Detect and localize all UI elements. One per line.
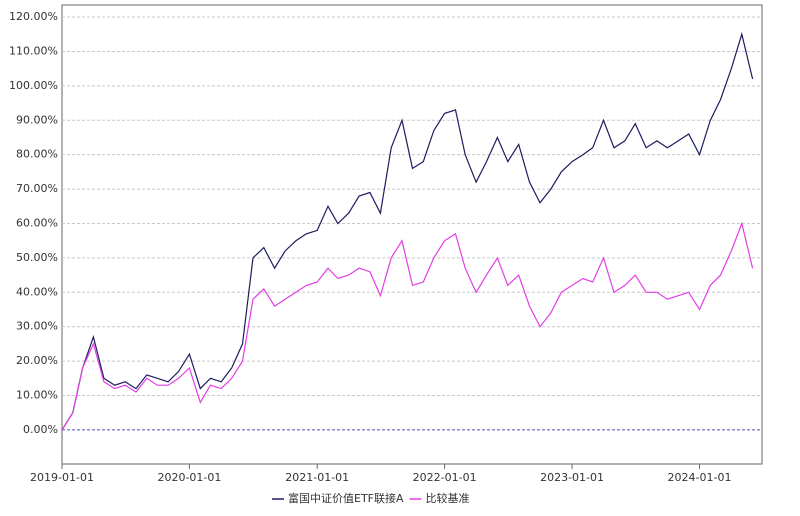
legend-label: 富国中证价值ETF联接A xyxy=(288,491,404,505)
x-tick-label: 2019-01-01 xyxy=(30,471,94,484)
y-tick-label: 80.00% xyxy=(16,148,58,161)
x-tick-label: 2021-01-01 xyxy=(285,471,349,484)
y-tick-label: 100.00% xyxy=(9,79,58,92)
y-tick-label: 40.00% xyxy=(16,285,58,298)
x-tick-label: 2023-01-01 xyxy=(540,471,604,484)
x-tick-label: 2022-01-01 xyxy=(413,471,477,484)
y-tick-label: 120.00% xyxy=(9,10,58,23)
series-line xyxy=(61,221,754,431)
y-tick-label: 70.00% xyxy=(16,182,58,195)
x-tick-label: 2024-01-01 xyxy=(668,471,732,484)
y-tick-label: 30.00% xyxy=(16,320,58,333)
y-tick-label: 10.00% xyxy=(16,389,58,402)
series-line xyxy=(61,31,754,431)
y-tick-label: 60.00% xyxy=(16,216,58,229)
y-tick-label: 0.00% xyxy=(23,423,58,436)
y-tick-label: 90.00% xyxy=(16,113,58,126)
x-tick-label: 2020-01-01 xyxy=(157,471,221,484)
y-tick-label: 20.00% xyxy=(16,354,58,367)
plot-frame xyxy=(61,4,763,465)
y-tick-label: 110.00% xyxy=(9,44,58,57)
y-tick-label: 50.00% xyxy=(16,251,58,264)
legend-label: 比较基准 xyxy=(426,491,470,505)
